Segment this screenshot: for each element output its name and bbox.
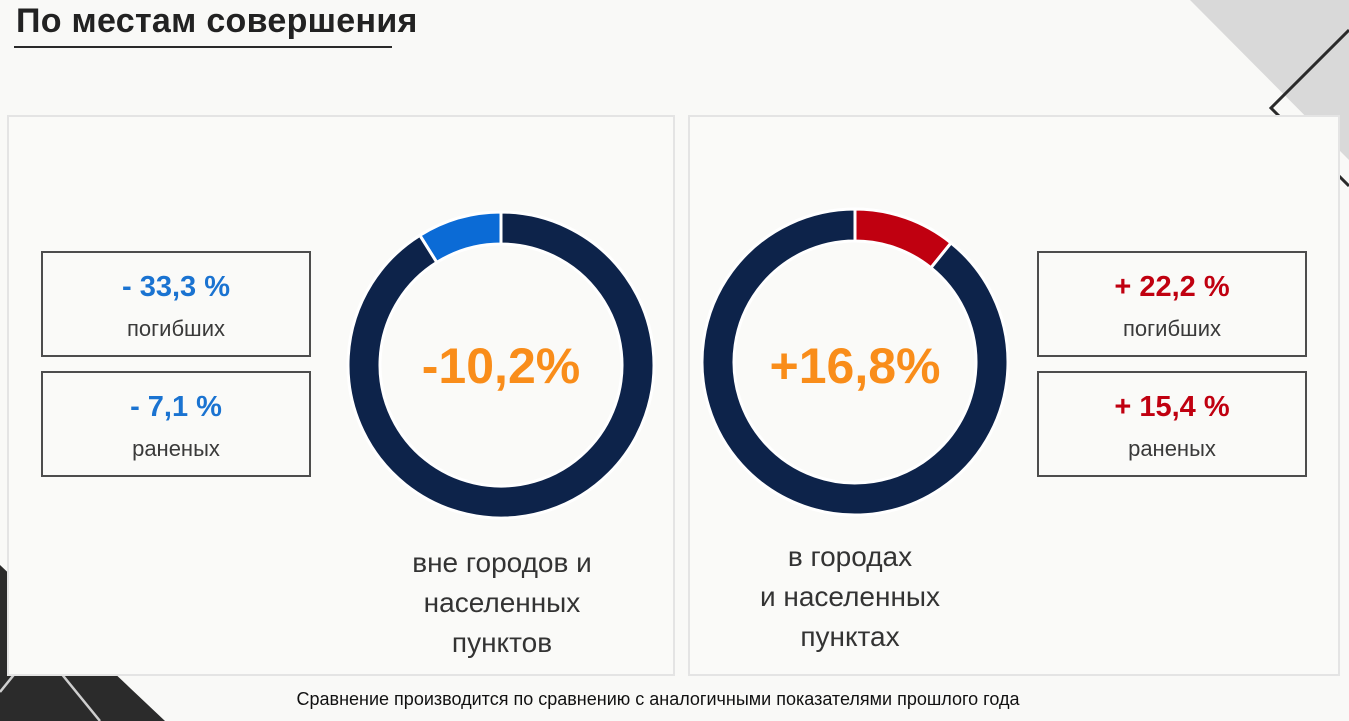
footnote: Сравнение производится по сравнению с ан… [296,689,1020,709]
donut-slice-base [700,207,1010,517]
stat-value: - 33,3 % [122,271,230,303]
stat-box-injured-cities: + 15,4 % раненых [1037,371,1307,477]
stat-value: - 7,1 % [130,391,222,423]
stat-label: раненых [1128,436,1216,461]
stat-box-injured-outside: - 7,1 % раненых [41,371,311,477]
caption-line: населенных [423,587,581,618]
caption-in-cities: в городах и населенных пунктах [700,537,1000,657]
donut-center-value-cities: +16,8% [769,338,941,394]
caption-line: вне городов и [412,547,592,578]
donut-chart-outside-cities [346,210,656,520]
stat-box-deaths-outside: - 33,3 % погибших [41,251,311,357]
caption-line: пунктов [451,627,553,658]
donut-center-value-outside: -10,2% [421,338,581,394]
stat-label: раненых [132,436,220,461]
stat-value: + 22,2 % [1114,271,1230,303]
stat-label: погибших [1122,316,1221,341]
stat-box-deaths-cities: + 22,2 % погибших [1037,251,1307,357]
donut-chart-in-cities [700,207,1010,517]
page-title: По местам совершения [16,2,418,40]
title-underline [14,46,392,48]
stat-label: погибших [126,316,225,341]
caption-line: пунктах [800,621,900,652]
caption-line: и населенных [759,581,941,612]
caption-line: в городах [787,541,913,572]
donut-slice-base [346,210,656,520]
caption-outside-cities: вне городов и населенных пунктов [352,543,652,663]
stat-value: + 15,4 % [1114,391,1230,423]
